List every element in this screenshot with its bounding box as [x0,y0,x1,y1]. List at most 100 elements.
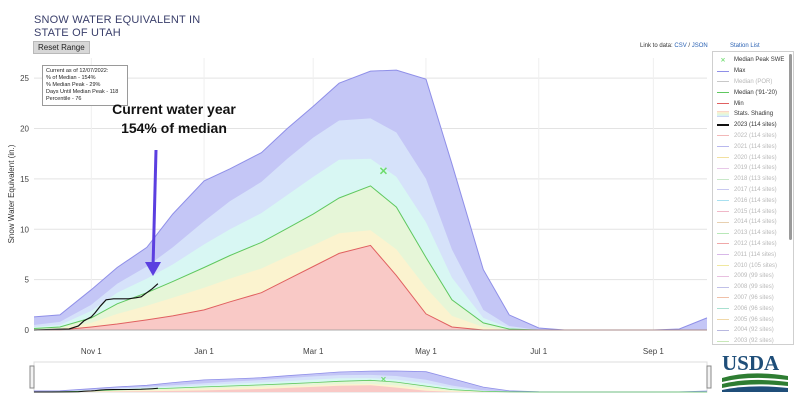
legend-item[interactable]: 2009 (99 sites) [713,271,793,282]
x-tick-label: Mar 1 [303,347,324,356]
legend-item[interactable]: 2021 (114 sites) [713,141,793,152]
csv-link[interactable]: CSV [674,43,687,49]
annotation-line-1: Current water year [112,101,236,117]
legend-swatch [717,221,729,223]
legend-item[interactable]: 2007 (96 sites) [713,293,793,304]
json-link[interactable]: JSON [691,43,708,49]
info-line: Current as of 12/07/2022: [46,68,109,74]
legend-item[interactable]: 2015 (114 sites) [713,206,793,217]
reset-range-button[interactable]: Reset Range [33,41,90,54]
info-line: % Median Peak - 29% [46,82,101,88]
annotation-arrow-head [145,262,161,276]
legend-item[interactable]: 2004 (92 sites) [713,325,793,336]
legend-swatch: ✕ [720,57,726,64]
legend-item[interactable]: 2010 (105 sites) [713,260,793,271]
legend-swatch [717,275,729,277]
legend-label: Median ('91-'20) [734,89,777,96]
legend-label: 2009 (99 sites) [734,273,774,280]
x-tick-label: Nov 1 [81,347,102,356]
station-list-link[interactable]: Station List [730,43,760,49]
info-line: Days Until Median Peak - 118 [46,89,119,95]
x-tick-label: Jul 1 [530,347,547,356]
legend-item[interactable]: 2018 (113 sites) [713,174,793,185]
legend-label: 2021 (114 sites) [734,143,777,150]
usda-logo-field-3 [722,386,788,392]
legend-item[interactable]: 2005 (96 sites) [713,314,793,325]
legend-item[interactable]: ✕ Median Peak SWE [713,55,793,66]
legend-swatch [717,232,729,234]
legend-swatch [717,124,729,127]
legend-label: 2019 (114 sites) [734,165,777,172]
data-links-prefix: Link to data: [640,43,675,49]
legend-label: 2020 (114 sites) [734,154,777,161]
usda-logo: USDA [722,351,788,392]
range-navigator[interactable] [0,0,712,403]
legend-item[interactable]: Stats. Shading [713,109,793,120]
legend-swatch [717,329,729,331]
navigator-band-5 [34,385,707,392]
legend-label: 2015 (114 sites) [734,208,777,215]
legend-label: 2003 (92 sites) [734,338,774,345]
legend-label: 2013 (114 sites) [734,230,777,237]
legend-label: Median (POR) [734,78,773,85]
legend-label: 2005 (96 sites) [734,316,774,323]
band-area-5 [34,245,707,330]
x-tick-label: Jan 1 [194,347,214,356]
legend-swatch [717,286,729,288]
legend-item[interactable]: 2016 (114 sites) [713,195,793,206]
annotation-text: Current water year 154% of median [112,100,236,138]
chart-title: SNOW WATER EQUIVALENT IN STATE OF UTAH [34,14,200,40]
y-tick-label: 25 [20,74,29,83]
legend-scrollbar[interactable] [789,54,792,240]
legend-item[interactable]: Median (POR) [713,77,793,88]
legend-swatch [717,211,729,213]
legend-item[interactable]: 2011 (114 sites) [713,249,793,260]
legend-item[interactable]: 2003 (92 sites) [713,336,793,345]
legend-item[interactable]: 2013 (114 sites) [713,228,793,239]
legend-label: 2011 (114 sites) [734,251,777,258]
current-info-box: Current as of 12/07/2022: % of Median - … [42,65,128,106]
legend-item[interactable]: 2006 (96 sites) [713,303,793,314]
legend-item[interactable]: 2019 (114 sites) [713,163,793,174]
legend-swatch [717,308,729,310]
legend-item[interactable]: Min [713,98,793,109]
legend-label: 2008 (99 sites) [734,284,774,291]
legend-swatch [717,254,729,256]
legend-item[interactable]: Max [713,66,793,77]
legend-swatch [717,157,729,159]
legend-item[interactable]: 2014 (114 sites) [713,217,793,228]
legend-item[interactable]: 2008 (99 sites) [713,282,793,293]
y-tick-label: 20 [20,125,29,134]
y-axis-label: Snow Water Equivalent (in.) [7,144,16,243]
legend-label: 2010 (105 sites) [734,262,778,269]
legend-label: Min [734,100,744,107]
legend-swatch [717,146,729,148]
x-tick-label: Sep 1 [643,347,664,356]
x-tick-label: May 1 [415,347,437,356]
navigator-left-handle [29,365,35,389]
legend-swatch [717,178,729,180]
legend-item[interactable]: 2020 (114 sites) [713,152,793,163]
legend-label: 2016 (114 sites) [734,197,777,204]
legend-item[interactable]: 2017 (114 sites) [713,185,793,196]
legend-label: 2022 (114 sites) [734,132,777,139]
legend-swatch [717,81,729,83]
legend-swatch [717,111,729,118]
usda-logo-field-1 [722,373,788,382]
legend-label: 2023 (114 sites) [734,122,777,129]
y-tick-label: 15 [20,175,29,184]
legend-label: Median Peak SWE [734,57,785,64]
legend-item[interactable]: 2012 (114 sites) [713,239,793,250]
y-tick-label: 10 [20,225,29,234]
legend-swatch [717,92,729,94]
legend-item[interactable]: Median ('91-'20) [713,87,793,98]
info-line: Percentile - 76 [46,96,82,102]
legend-item[interactable]: 2023 (114 sites) [713,120,793,131]
usda-logo-text: USDA [722,351,780,375]
legend-swatch [717,135,729,137]
legend-swatch [717,70,729,72]
usda-logo-field-2 [722,379,788,388]
legend-item[interactable]: 2022 (114 sites) [713,131,793,142]
current-2023-line [33,283,159,331]
y-tick-label: 5 [25,276,30,285]
